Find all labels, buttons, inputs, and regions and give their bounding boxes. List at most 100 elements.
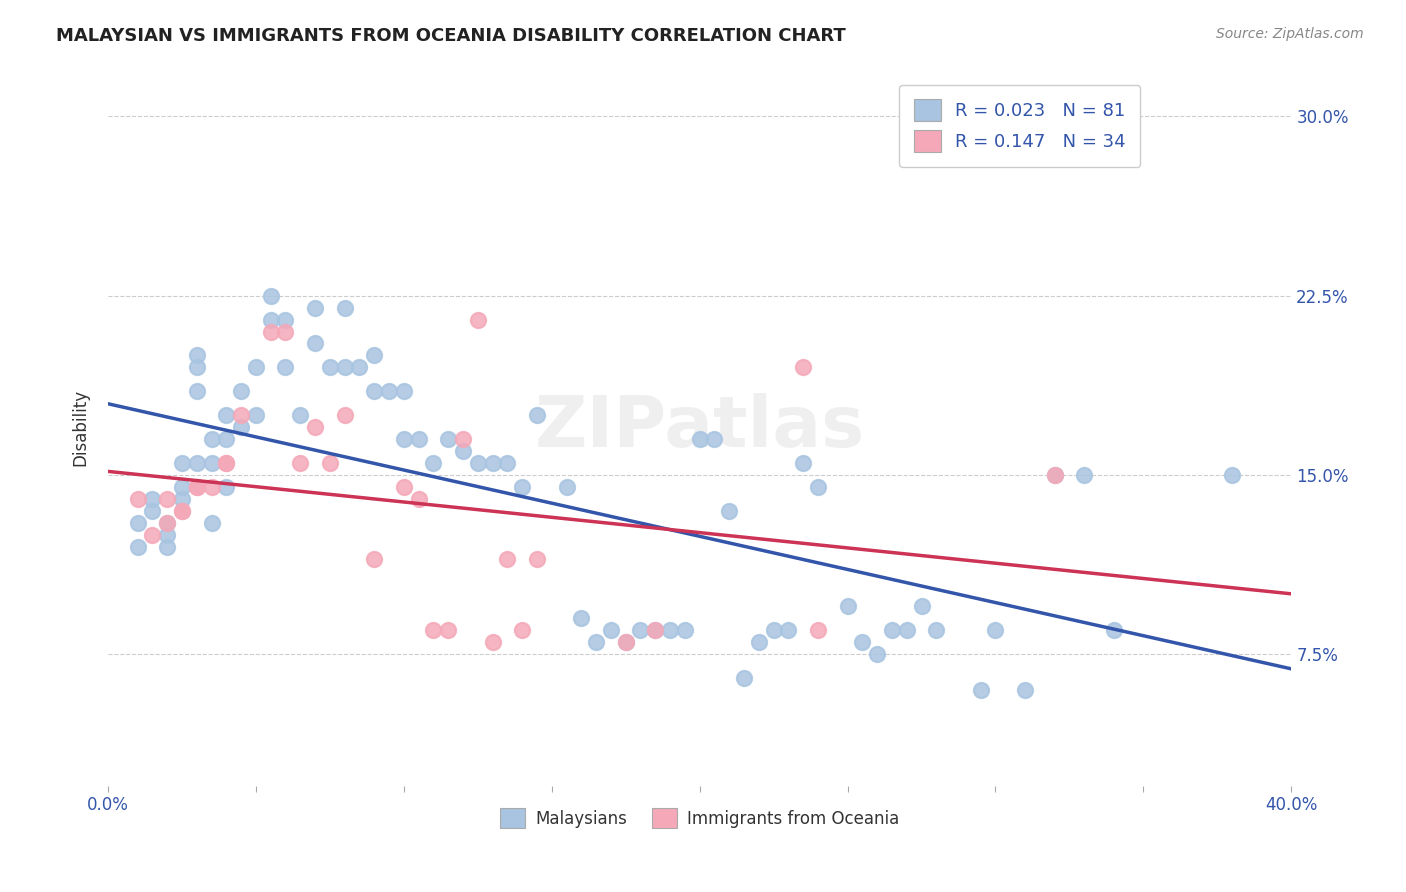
Point <box>762 624 785 638</box>
Point <box>496 456 519 470</box>
Point <box>451 444 474 458</box>
Point <box>215 480 238 494</box>
Point <box>569 611 592 625</box>
Point <box>792 456 814 470</box>
Point <box>319 360 342 375</box>
Legend: Malaysians, Immigrants from Oceania: Malaysians, Immigrants from Oceania <box>494 801 905 835</box>
Point <box>363 348 385 362</box>
Point <box>866 648 889 662</box>
Point <box>481 635 503 649</box>
Point <box>156 516 179 530</box>
Point <box>215 456 238 470</box>
Point <box>215 456 238 470</box>
Point <box>229 384 252 399</box>
Point <box>851 635 873 649</box>
Point <box>392 432 415 446</box>
Point <box>673 624 696 638</box>
Point <box>496 551 519 566</box>
Point <box>600 624 623 638</box>
Point <box>200 432 222 446</box>
Point <box>1073 467 1095 482</box>
Point <box>408 432 430 446</box>
Point <box>392 384 415 399</box>
Point <box>807 624 830 638</box>
Point <box>170 504 193 518</box>
Point <box>170 504 193 518</box>
Point <box>451 432 474 446</box>
Point <box>748 635 770 649</box>
Point <box>349 360 371 375</box>
Point <box>1220 467 1243 482</box>
Point <box>304 336 326 351</box>
Point <box>260 288 283 302</box>
Point <box>186 348 208 362</box>
Point <box>186 360 208 375</box>
Point <box>614 635 637 649</box>
Point <box>526 408 548 422</box>
Point <box>363 551 385 566</box>
Point <box>229 408 252 422</box>
Point <box>644 624 666 638</box>
Point <box>378 384 401 399</box>
Point <box>274 312 297 326</box>
Point <box>1102 624 1125 638</box>
Point <box>437 624 460 638</box>
Point <box>807 480 830 494</box>
Point <box>630 624 652 638</box>
Point <box>141 491 163 506</box>
Text: Source: ZipAtlas.com: Source: ZipAtlas.com <box>1216 27 1364 41</box>
Point <box>1014 683 1036 698</box>
Point <box>156 540 179 554</box>
Point <box>127 540 149 554</box>
Point <box>363 384 385 399</box>
Point <box>526 551 548 566</box>
Point <box>792 360 814 375</box>
Point <box>260 325 283 339</box>
Point <box>215 432 238 446</box>
Point <box>333 360 356 375</box>
Point <box>689 432 711 446</box>
Point <box>304 420 326 434</box>
Point <box>229 420 252 434</box>
Point <box>319 456 342 470</box>
Point <box>170 456 193 470</box>
Point <box>422 456 444 470</box>
Point <box>141 527 163 541</box>
Point <box>186 456 208 470</box>
Point <box>156 516 179 530</box>
Point <box>304 301 326 315</box>
Point <box>170 491 193 506</box>
Point <box>880 624 903 638</box>
Point <box>925 624 948 638</box>
Point <box>510 480 533 494</box>
Point <box>200 516 222 530</box>
Point <box>555 480 578 494</box>
Point <box>718 504 741 518</box>
Point <box>392 480 415 494</box>
Point <box>778 624 800 638</box>
Point <box>1043 467 1066 482</box>
Point <box>141 504 163 518</box>
Point <box>245 360 267 375</box>
Point <box>215 408 238 422</box>
Point <box>290 456 312 470</box>
Point <box>245 408 267 422</box>
Point <box>422 624 444 638</box>
Point <box>170 480 193 494</box>
Point <box>186 480 208 494</box>
Point <box>127 516 149 530</box>
Point <box>467 312 489 326</box>
Text: MALAYSIAN VS IMMIGRANTS FROM OCEANIA DISABILITY CORRELATION CHART: MALAYSIAN VS IMMIGRANTS FROM OCEANIA DIS… <box>56 27 846 45</box>
Point <box>585 635 607 649</box>
Point <box>260 312 283 326</box>
Point <box>644 624 666 638</box>
Point <box>200 456 222 470</box>
Point <box>274 360 297 375</box>
Point <box>156 491 179 506</box>
Point <box>156 527 179 541</box>
Point <box>703 432 725 446</box>
Point <box>333 408 356 422</box>
Point <box>837 599 859 614</box>
Point <box>910 599 932 614</box>
Text: ZIPatlas: ZIPatlas <box>534 392 865 462</box>
